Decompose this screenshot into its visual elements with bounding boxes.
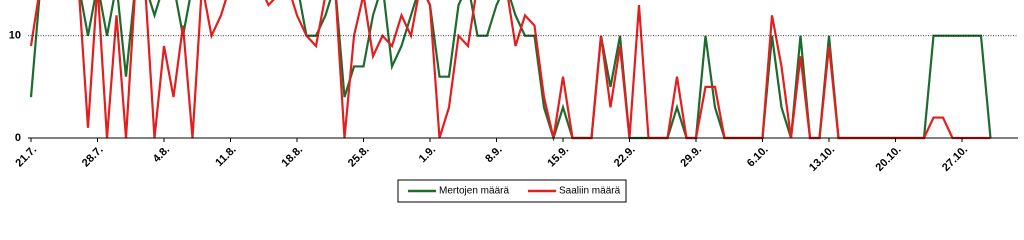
x-tick-label: 18.8. (279, 144, 305, 170)
x-tick-label: 15.9. (545, 144, 571, 170)
y-tick-label: 10 (9, 30, 21, 42)
y-tick-label: 0 (15, 132, 21, 144)
legend-label: Saaliin määrä (559, 186, 621, 197)
x-tick-label: 22.9. (612, 144, 638, 170)
x-tick-label: 6.10. (745, 144, 771, 170)
chart: 0 10 21.7. 28.7. 4.8. 11.8. 18.8. 25.8. 1.9. 8.9.… (9, 0, 1018, 203)
legend-label: Mertojen määrä (439, 186, 509, 197)
x-tick-label: 8.9. (483, 144, 504, 165)
plot-area (29, 0, 992, 141)
x-tick-label: 13.10. (807, 144, 837, 174)
x-tick-label: 25.8. (346, 144, 372, 170)
x-tick-label: 27.10. (940, 144, 970, 174)
x-tick-label: 4.8. (151, 144, 172, 165)
x-tick-label: 29.9. (678, 144, 704, 170)
x-tick-label: 21.7. (13, 144, 39, 170)
x-tick-label: 20.10. (874, 144, 904, 174)
x-tick-label: 28.7. (80, 144, 106, 170)
legend-box (397, 179, 627, 203)
x-tick-label: 11.8. (213, 144, 238, 169)
series-line (29, 0, 991, 140)
x-tick-label: 1.9. (417, 144, 438, 165)
